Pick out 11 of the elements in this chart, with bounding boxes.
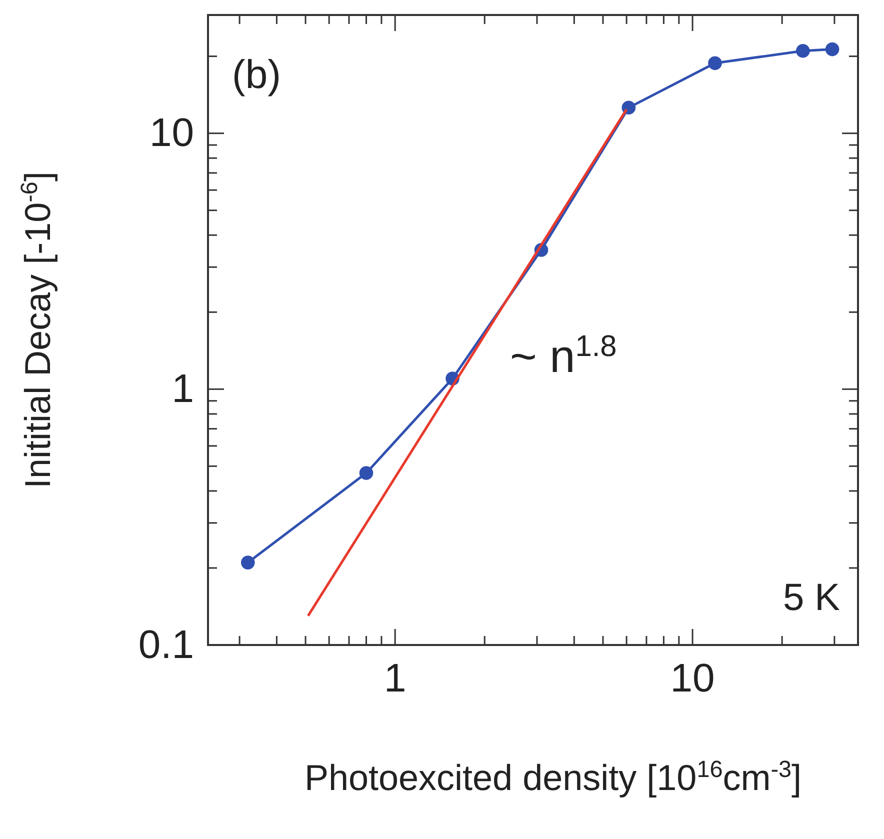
x-axis-title: Photoexcited density [10$^{16}$cm$^{-3}$]: [304, 756, 802, 798]
point: [622, 100, 636, 115]
point: [796, 44, 810, 58]
y-tick-label: 0.1: [138, 622, 194, 667]
y-tick-label: 1: [172, 366, 194, 411]
y-tick-label: 10: [150, 111, 194, 156]
annotation: 5 K: [782, 577, 840, 619]
point: [708, 56, 722, 70]
annotation: (b): [232, 53, 281, 97]
point: [359, 466, 374, 480]
annotation: ~ n$^{1.8}$: [510, 330, 617, 382]
